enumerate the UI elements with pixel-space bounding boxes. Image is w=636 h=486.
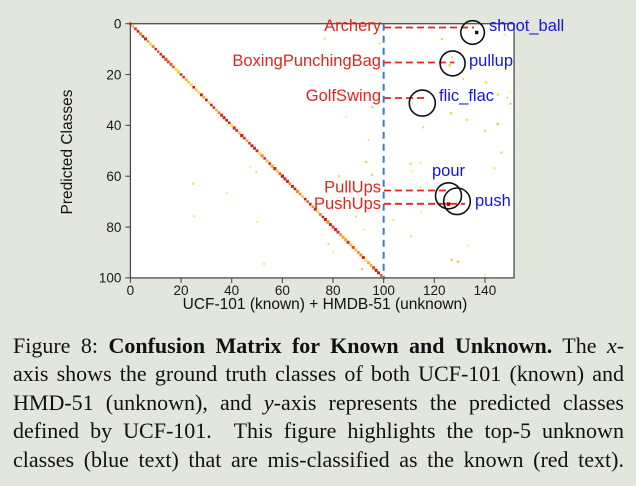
- svg-text:40: 40: [106, 118, 121, 133]
- svg-text:shoot_ball: shoot_ball: [489, 17, 564, 35]
- svg-text:BoxingPunchingBag: BoxingPunchingBag: [232, 52, 381, 70]
- svg-text:pour: pour: [432, 162, 466, 180]
- svg-text:pullup: pullup: [469, 52, 513, 70]
- svg-text:100: 100: [99, 271, 122, 286]
- svg-text:flic_flac: flic_flac: [439, 87, 494, 105]
- svg-text:80: 80: [106, 220, 121, 235]
- svg-text:PushUps: PushUps: [314, 195, 381, 213]
- svg-text:Archery: Archery: [324, 17, 382, 35]
- svg-text:push: push: [475, 192, 511, 210]
- svg-text:0: 0: [114, 17, 122, 32]
- svg-text:60: 60: [106, 169, 121, 184]
- svg-text:GolfSwing: GolfSwing: [306, 87, 381, 105]
- svg-text:20: 20: [106, 67, 121, 82]
